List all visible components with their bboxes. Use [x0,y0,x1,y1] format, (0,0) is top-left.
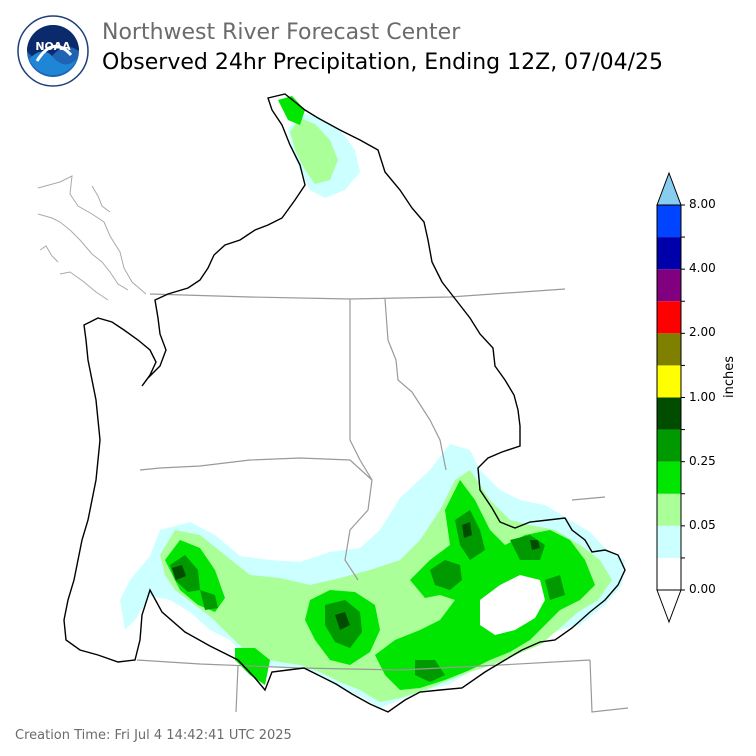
legend-bin [657,269,681,302]
legend-color-bins [656,171,682,624]
precip-area-dark-green [170,510,565,682]
legend-bin [657,205,681,238]
legend-label: 2.00 [689,325,716,340]
legend-bin [657,301,681,334]
precip-area-north-bright [278,96,305,125]
legend-label: 0.25 [689,453,716,468]
precipitation-legend [656,171,685,624]
basin-boundary [63,93,626,713]
precipitation-field [120,96,625,708]
legend-underflow-arrow [656,589,682,624]
legend-bin [657,525,681,558]
legend-label: 4.00 [689,261,716,276]
legend-ticks [681,204,685,591]
noaa-logo: NOAA [17,15,89,87]
state-boundaries [136,288,629,713]
coastline-puget-sound [37,175,147,301]
legend-units: inches [722,355,737,398]
legend-bin [657,397,681,430]
creation-time: Creation Time: Fri Jul 4 14:42:41 UTC 20… [15,728,292,743]
legend-label: 0.00 [689,582,716,596]
legend-label: 0.05 [689,517,716,532]
legend-bin [657,557,681,590]
legend-label: 8.00 [689,197,716,211]
legend-bin [657,493,681,526]
precip-area-white-gap [480,575,545,635]
legend-bin [657,365,681,398]
legend-bin [657,237,681,270]
legend-bin [657,461,681,494]
legend-label: 1.00 [689,389,716,404]
logo-text: NOAA [35,40,71,53]
agency-title: Northwest River Forecast Center [102,20,461,45]
precip-area-green [165,480,595,690]
legend-bin [657,333,681,366]
precip-area-north-green [290,118,338,184]
map-title: Observed 24hr Precipitation, Ending 12Z,… [102,50,663,75]
legend-bin [657,429,681,462]
legend-overflow-arrow [656,171,682,206]
